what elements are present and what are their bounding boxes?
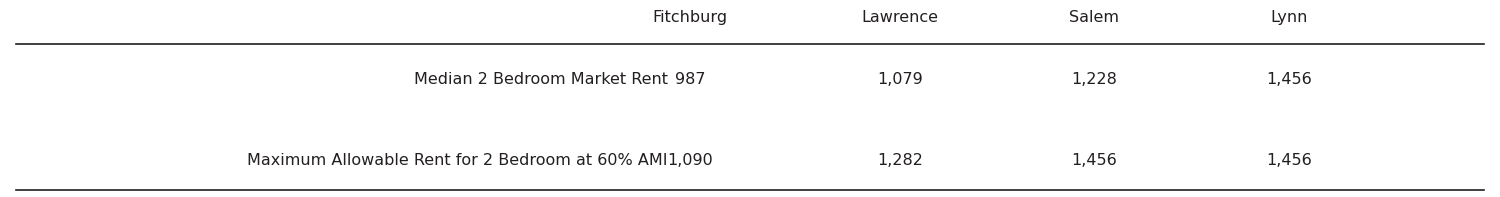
Text: Lawrence: Lawrence xyxy=(861,10,938,25)
Text: 1,456: 1,456 xyxy=(1266,153,1312,168)
Text: 1,090: 1,090 xyxy=(668,153,712,168)
Text: Maximum Allowable Rent for 2 Bedroom at 60% AMI: Maximum Allowable Rent for 2 Bedroom at … xyxy=(248,153,668,168)
Text: 1,282: 1,282 xyxy=(878,153,922,168)
Text: Lynn: Lynn xyxy=(1270,10,1308,25)
Text: Fitchburg: Fitchburg xyxy=(652,10,728,25)
Text: 1,079: 1,079 xyxy=(878,72,922,86)
Text: Salem: Salem xyxy=(1070,10,1119,25)
Text: 1,456: 1,456 xyxy=(1266,72,1312,86)
Text: 1,456: 1,456 xyxy=(1071,153,1118,168)
Text: Median 2 Bedroom Market Rent: Median 2 Bedroom Market Rent xyxy=(414,72,668,86)
Text: 987: 987 xyxy=(675,72,705,86)
Text: 1,228: 1,228 xyxy=(1071,72,1118,86)
